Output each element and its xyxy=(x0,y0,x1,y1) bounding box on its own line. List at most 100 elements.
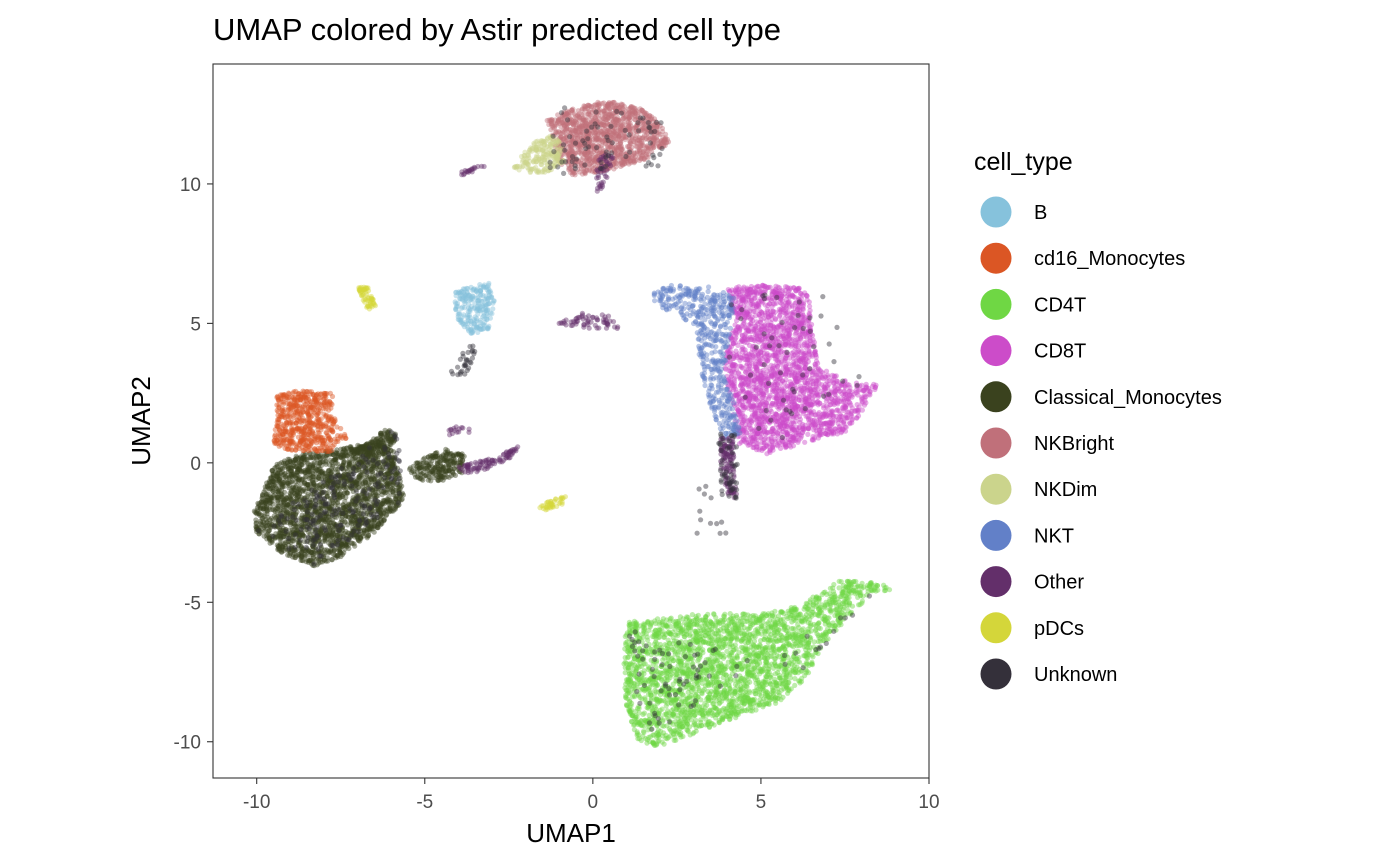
data-point xyxy=(388,448,394,454)
data-point xyxy=(363,285,369,291)
data-point xyxy=(289,428,295,434)
data-point xyxy=(329,459,335,465)
data-point xyxy=(302,514,308,520)
data-point xyxy=(342,433,348,439)
data-point xyxy=(270,501,276,507)
data-point xyxy=(304,510,311,516)
data-point xyxy=(371,511,377,517)
data-point xyxy=(289,465,295,471)
data-point xyxy=(282,507,288,513)
data-point xyxy=(253,524,259,530)
data-point xyxy=(349,448,356,454)
data-point xyxy=(368,476,375,482)
data-point xyxy=(312,468,319,474)
data-point xyxy=(340,502,346,508)
data-point xyxy=(484,316,490,322)
data-point xyxy=(280,544,286,551)
data-point xyxy=(345,449,351,455)
data-point xyxy=(262,487,268,493)
data-point xyxy=(327,529,333,535)
data-point xyxy=(308,455,314,461)
data-point xyxy=(322,482,328,488)
data-point xyxy=(337,464,343,470)
data-point xyxy=(621,134,627,140)
data-point xyxy=(298,462,304,468)
data-point xyxy=(341,445,347,452)
data-point xyxy=(304,467,311,473)
data-point xyxy=(364,528,370,534)
data-point xyxy=(324,533,330,539)
data-point xyxy=(337,476,343,482)
data-point xyxy=(388,469,394,476)
data-point xyxy=(292,526,298,532)
data-point xyxy=(356,522,362,528)
data-point xyxy=(371,476,377,482)
data-point xyxy=(326,523,332,529)
data-point xyxy=(319,470,326,476)
data-point xyxy=(314,509,320,515)
data-point xyxy=(322,471,328,477)
data-point xyxy=(278,510,284,517)
data-point xyxy=(297,463,303,469)
data-point xyxy=(321,519,327,525)
data-point xyxy=(299,456,305,462)
data-point xyxy=(352,451,358,457)
data-point xyxy=(265,531,271,537)
data-point xyxy=(316,491,322,498)
data-point xyxy=(337,491,343,497)
data-point xyxy=(289,489,295,495)
data-point xyxy=(362,299,368,305)
data-point xyxy=(605,102,611,108)
data-point xyxy=(343,466,349,472)
data-point xyxy=(388,461,394,467)
data-point xyxy=(579,115,585,121)
data-point xyxy=(264,507,270,513)
data-point xyxy=(345,542,351,549)
data-point xyxy=(340,466,346,472)
data-point xyxy=(357,528,363,534)
data-point xyxy=(273,464,279,470)
data-point xyxy=(355,456,361,463)
data-point xyxy=(361,517,367,523)
data-point xyxy=(331,492,338,498)
data-point xyxy=(395,499,402,505)
data-point xyxy=(306,525,312,531)
data-point xyxy=(274,494,280,500)
data-point xyxy=(322,404,328,410)
data-point xyxy=(362,488,368,495)
data-point xyxy=(331,548,337,554)
data-point xyxy=(376,449,382,455)
data-point xyxy=(534,147,540,153)
data-point xyxy=(262,528,268,534)
data-point xyxy=(375,504,381,510)
data-point xyxy=(417,476,423,482)
data-point xyxy=(280,475,287,482)
data-point xyxy=(336,512,342,518)
data-point xyxy=(298,532,304,538)
data-point xyxy=(307,502,313,508)
data-point xyxy=(274,514,280,520)
data-point xyxy=(376,460,382,466)
data-point xyxy=(345,530,351,536)
data-point xyxy=(359,503,365,509)
data-point xyxy=(353,447,359,453)
data-point xyxy=(365,518,372,524)
data-point xyxy=(316,549,322,555)
data-point xyxy=(370,440,376,446)
data-point xyxy=(300,546,306,552)
data-point xyxy=(307,552,313,558)
data-point xyxy=(371,523,377,529)
data-point xyxy=(286,538,292,544)
data-point xyxy=(335,450,341,457)
data-point xyxy=(273,473,279,479)
data-point xyxy=(355,513,361,519)
data-point xyxy=(287,438,293,444)
data-point xyxy=(261,526,267,532)
data-point xyxy=(350,464,356,471)
data-point xyxy=(456,289,462,295)
data-point xyxy=(340,511,346,517)
data-point xyxy=(338,510,344,516)
data-point xyxy=(326,504,332,511)
data-point xyxy=(374,444,380,451)
data-point xyxy=(275,547,281,553)
